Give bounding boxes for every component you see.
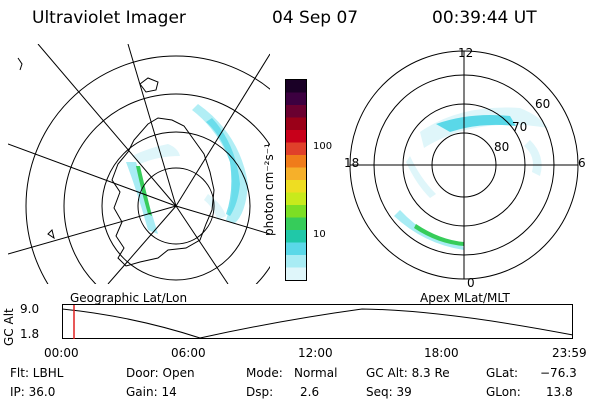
mode-value: Normal [294, 366, 338, 380]
filter-info: Flt: LBHL [10, 366, 64, 380]
ytick-9: 9.0 [20, 302, 40, 316]
dsp-value: 2.6 [300, 385, 320, 399]
colorbar-swatch [286, 92, 306, 106]
door-info: Door: Open [126, 366, 195, 380]
dsp-label: Dsp: [246, 385, 274, 399]
colorbar-swatch [286, 142, 306, 156]
seq-info: Seq: 39 [366, 385, 412, 399]
glat-label: GLat: [486, 366, 519, 380]
ip-info: IP: 36.0 [10, 385, 56, 399]
colorbar-tick-10: 10 [313, 229, 326, 240]
xtick-0000: 00:00 [44, 346, 79, 360]
altitude-curve [62, 308, 574, 339]
mode-label: Mode: [246, 366, 283, 380]
colorbar-swatch [286, 105, 306, 118]
color-scale-bar [285, 79, 307, 281]
colorbar-swatch [286, 180, 306, 193]
lat-circle [101, 131, 251, 281]
altitude-ylabel: GC Alt [2, 308, 16, 346]
coastline [111, 117, 215, 267]
apex-polar-panel [349, 50, 579, 280]
mlt-label-right: 6 [578, 156, 586, 170]
colorbar-swatch [286, 80, 306, 93]
glon-label: GLon: [486, 385, 521, 399]
geographic-projection-label: Geographic Lat/Lon [70, 291, 188, 305]
lat-circle [25, 55, 270, 284]
colorbar-swatch [286, 117, 306, 131]
mlt-label-top: 12 [458, 46, 474, 60]
altitude-timeline-plot [62, 304, 574, 339]
aurora-emission-left [126, 104, 248, 234]
xtick-0600: 06:00 [171, 346, 206, 360]
gc-alt-info: GC Alt: 8.3 Re [366, 366, 450, 380]
instrument-title: Ultraviolet Imager [32, 8, 186, 28]
glon-value: 13.8 [546, 385, 573, 399]
colorbar-swatch [286, 217, 306, 231]
colorbar-swatch [286, 242, 306, 256]
mlat-label-70: 70 [512, 120, 528, 134]
xtick-2359: 23:59 [552, 346, 587, 360]
mlt-label-left: 18 [344, 156, 360, 170]
colorbar-border [285, 79, 307, 281]
gain-info: Gain: 14 [126, 385, 177, 399]
colorbar-swatch [286, 255, 306, 268]
xtick-1200: 12:00 [298, 346, 333, 360]
colorbar-tick-100: 100 [313, 141, 333, 152]
colorbar-swatch [286, 205, 306, 218]
time-label: 00:39:44 UT [432, 8, 537, 28]
aurora-emission-right [394, 107, 548, 250]
apex-projection-label: Apex MLat/MLT [420, 291, 510, 305]
colorbar-unit-label: photon cm⁻²s⁻¹ [262, 143, 276, 236]
lat-circle [63, 93, 270, 284]
xtick-1800: 18:00 [424, 346, 459, 360]
colorbar-swatch [286, 230, 306, 243]
mlat-label-60: 60 [535, 97, 551, 111]
colorbar-swatch [286, 192, 306, 206]
mlt-label-bottom: 0 [467, 276, 475, 290]
glat-value: −76.3 [540, 366, 577, 380]
colorbar-swatch [286, 167, 306, 181]
date-label: 04 Sep 07 [272, 8, 359, 28]
colorbar-swatch [286, 155, 306, 168]
geographic-image-panel [8, 44, 270, 284]
colorbar-swatch [286, 267, 306, 281]
mlat-label-80: 80 [494, 140, 510, 154]
colorbar-swatch [286, 130, 306, 143]
lat-circle [137, 167, 215, 245]
ytick-1-8: 1.8 [20, 327, 40, 341]
